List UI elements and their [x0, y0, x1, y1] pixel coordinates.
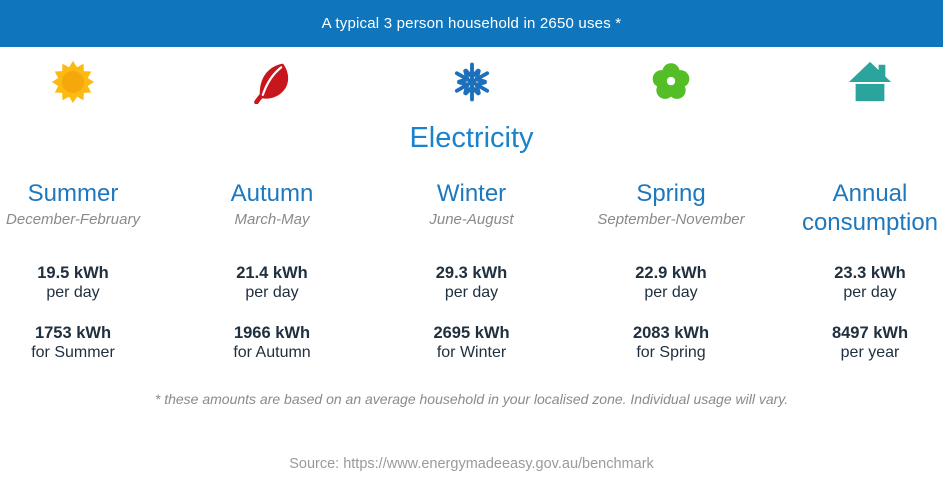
season-title: Summer — [27, 180, 119, 207]
season-months: December-February — [6, 211, 140, 228]
period-value: 8497 kWh — [831, 324, 909, 342]
season-column-spring: Spring September-November 22.9 kWh per d… — [545, 179, 797, 363]
period-value: 2695 kWh — [433, 324, 510, 342]
footnote: * these amounts are based on an average … — [154, 391, 789, 407]
season-column-autumn: Autumn March-May 21.4 kWh per day 1966 k… — [146, 179, 398, 363]
season-title: Annual consumption — [801, 180, 939, 236]
period-label: per year — [840, 344, 900, 361]
page-title: Electricity — [409, 122, 534, 154]
period-value: 1966 kWh — [233, 324, 311, 342]
season-column-summer: Summer December-February 19.5 kWh per da… — [0, 179, 146, 363]
season-title: Spring — [636, 180, 706, 207]
season-months: June-August — [429, 211, 514, 228]
season-columns: Summer December-February 19.5 kWh per da… — [0, 179, 943, 363]
season-months: March-May — [234, 211, 310, 228]
season-column-winter: Winter June-August 29.3 kWh per day 2695… — [398, 179, 545, 363]
period-value: 1753 kWh — [34, 324, 112, 342]
source-text: Source: https://www.energymadeeasy.gov.a… — [289, 456, 654, 472]
header-banner-text: A typical 3 person household in 2650 use… — [321, 15, 622, 32]
sun-icon — [0, 59, 146, 105]
header-banner: A typical 3 person household in 2650 use… — [0, 0, 943, 47]
season-icons-row — [0, 47, 943, 105]
daily-value: 29.3 kWh — [435, 264, 508, 282]
period-label: for Summer — [31, 344, 115, 361]
period-label: for Winter — [436, 344, 507, 361]
daily-value: 21.4 kWh — [236, 264, 308, 282]
daily-value: 22.9 kWh — [635, 264, 707, 282]
daily-value: 23.3 kWh — [834, 264, 906, 282]
snowflake-icon — [398, 59, 545, 105]
leaf-icon — [146, 59, 398, 105]
daily-label: per day — [46, 284, 100, 301]
period-value: 2083 kWh — [632, 324, 710, 342]
season-title: Autumn — [230, 180, 314, 207]
flower-icon — [545, 59, 797, 105]
season-title: Winter — [436, 180, 507, 207]
daily-label: per day — [444, 284, 499, 301]
daily-value: 19.5 kWh — [37, 264, 109, 282]
daily-label: per day — [245, 284, 299, 301]
house-icon — [797, 59, 943, 105]
daily-label: per day — [843, 284, 897, 301]
period-label: for Spring — [636, 344, 706, 361]
season-months: September-November — [597, 211, 745, 228]
season-column-annual-consumption: Annual consumption 23.3 kWh per day 8497… — [797, 179, 943, 363]
period-label: for Autumn — [233, 344, 311, 361]
daily-label: per day — [644, 284, 698, 301]
